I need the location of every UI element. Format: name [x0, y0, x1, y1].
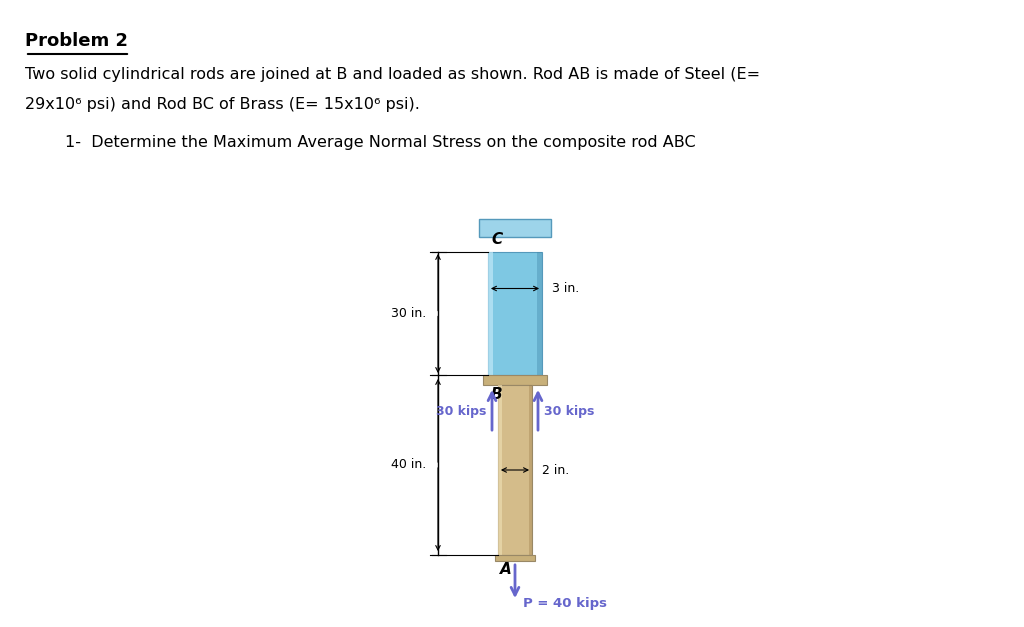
Bar	[488, 252, 542, 375]
Text: 1-  Determine the Maximum Average Normal Stress on the composite rod ABC: 1- Determine the Maximum Average Normal …	[65, 135, 695, 150]
Text: 3 in.: 3 in.	[552, 282, 580, 295]
Bar	[537, 252, 542, 375]
Bar	[483, 375, 547, 385]
Text: 29x10⁶ psi) and Rod BC of Brass (E= 15x10⁶ psi).: 29x10⁶ psi) and Rod BC of Brass (E= 15x1…	[25, 97, 420, 112]
Bar	[528, 385, 532, 555]
Text: P = 40 kips: P = 40 kips	[523, 597, 607, 610]
Text: 30 in.: 30 in.	[391, 307, 426, 320]
Bar	[495, 555, 535, 561]
Text: C: C	[490, 232, 502, 247]
Bar	[498, 385, 502, 555]
Text: Problem 2: Problem 2	[25, 32, 128, 50]
Text: A: A	[500, 562, 512, 577]
Text: B: B	[490, 387, 503, 402]
Text: 30 kips: 30 kips	[544, 406, 594, 418]
Text: Two solid cylindrical rods are joined at B and loaded as shown. Rod AB is made o: Two solid cylindrical rods are joined at…	[25, 67, 760, 82]
Text: 30 kips: 30 kips	[435, 406, 486, 418]
Bar	[498, 385, 532, 555]
Bar	[479, 219, 551, 237]
Bar	[488, 252, 493, 375]
Text: 2 in.: 2 in.	[542, 463, 569, 477]
Text: 40 in.: 40 in.	[391, 458, 426, 472]
